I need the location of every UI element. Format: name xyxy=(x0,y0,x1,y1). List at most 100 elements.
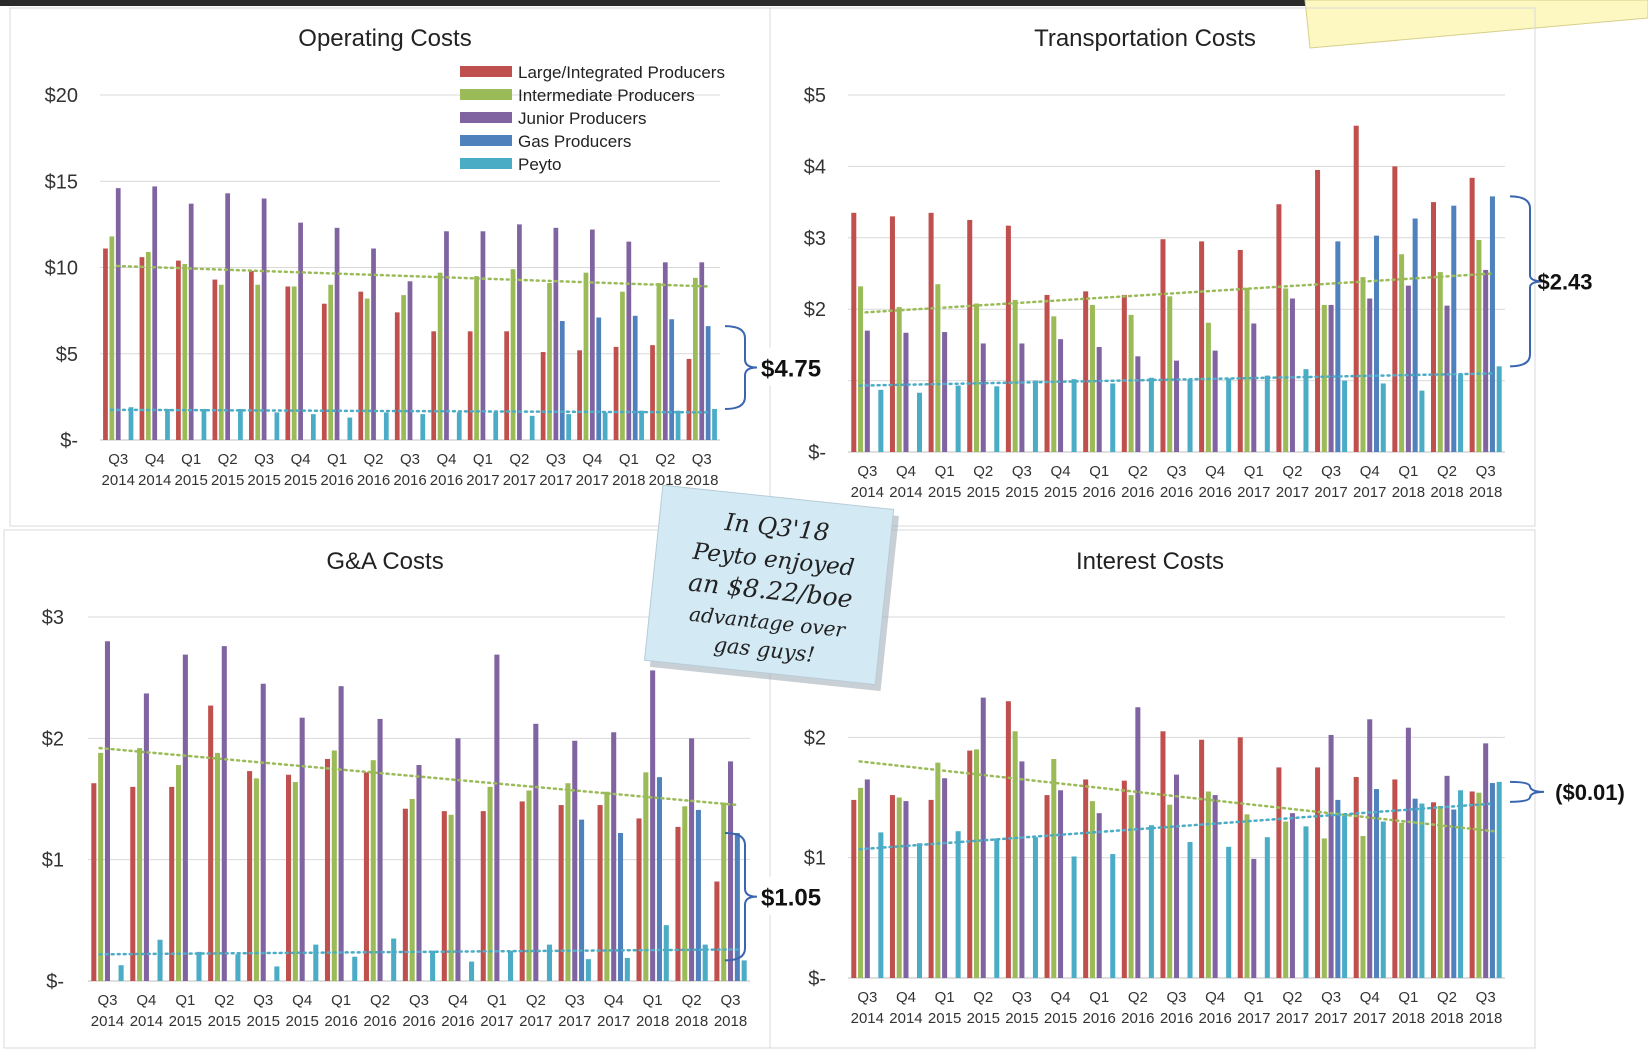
bar xyxy=(1051,758,1057,978)
x-tick-label-quarter: Q1 xyxy=(643,992,663,1009)
bar xyxy=(109,236,115,440)
bar xyxy=(1444,775,1450,978)
x-tick-label-year: 2016 xyxy=(1121,1010,1154,1027)
y-tick-label: $2 xyxy=(804,299,826,321)
bar xyxy=(274,412,280,440)
bar xyxy=(182,654,188,981)
bar xyxy=(1173,360,1180,452)
x-tick-label-year: 2016 xyxy=(363,1013,396,1030)
bar xyxy=(1110,383,1116,452)
x-tick-label-year: 2016 xyxy=(393,472,426,489)
bar xyxy=(1476,792,1482,978)
bar xyxy=(1199,739,1205,978)
x-tick-label-year: 2016 xyxy=(357,472,390,489)
x-tick-label-quarter: Q3 xyxy=(409,992,429,1009)
x-tick-label-quarter: Q4 xyxy=(1360,463,1380,480)
bar xyxy=(139,257,145,440)
y-tick-label: $- xyxy=(808,442,826,464)
y-tick-label: $- xyxy=(46,971,64,993)
x-tick-label-quarter: Q3 xyxy=(1476,989,1496,1006)
x-tick-label-year: 2015 xyxy=(1044,1010,1077,1027)
trendline xyxy=(109,408,711,414)
bar xyxy=(1044,795,1050,978)
x-tick-label-quarter: Q1 xyxy=(619,451,639,468)
chart-title: Operating Costs xyxy=(298,25,471,52)
x-tick-label-quarter: Q4 xyxy=(145,451,165,468)
y-tick-label: $10 xyxy=(45,258,78,280)
bar xyxy=(864,779,870,978)
bar xyxy=(741,960,747,981)
bar xyxy=(1419,803,1425,978)
x-tick-label-year: 2015 xyxy=(247,472,280,489)
bar xyxy=(589,229,595,440)
x-tick-label-quarter: Q3 xyxy=(1321,989,1341,1006)
x-tick-label-quarter: Q1 xyxy=(1398,463,1418,480)
x-tick-label-year: 2015 xyxy=(1005,484,1038,501)
bar xyxy=(441,811,447,981)
bar xyxy=(727,761,734,981)
bar xyxy=(553,227,559,440)
bar xyxy=(474,276,479,440)
x-tick-label-quarter: Q3 xyxy=(108,451,128,468)
x-tick-label-quarter: Q4 xyxy=(1205,463,1225,480)
x-tick-label-quarter: Q4 xyxy=(292,992,312,1009)
x-tick-label-quarter: Q4 xyxy=(1205,989,1225,1006)
bar xyxy=(663,925,669,981)
bar xyxy=(656,283,662,440)
bar xyxy=(928,212,934,452)
bar xyxy=(1032,380,1038,452)
bar xyxy=(1044,294,1050,452)
x-tick-label-quarter: Q3 xyxy=(857,989,877,1006)
x-tick-label-quarter: Q2 xyxy=(214,992,234,1009)
bar xyxy=(1167,804,1173,978)
x-tick-label-year: 2015 xyxy=(247,1013,280,1030)
bar xyxy=(1489,783,1495,978)
bar xyxy=(394,312,400,440)
y-tick-label: $1 xyxy=(804,848,826,870)
bar xyxy=(1212,795,1218,978)
x-tick-label-quarter: Q3 xyxy=(1012,463,1032,480)
bar xyxy=(169,786,175,981)
x-tick-label-quarter: Q4 xyxy=(582,451,602,468)
bar xyxy=(313,944,319,981)
bar xyxy=(182,264,188,440)
bar xyxy=(137,748,143,981)
bar xyxy=(364,298,370,440)
x-tick-label-quarter: Q1 xyxy=(1089,463,1109,480)
x-tick-label-quarter: Q4 xyxy=(1360,989,1380,1006)
bar xyxy=(1451,809,1457,978)
legend-swatch xyxy=(460,158,512,169)
bar xyxy=(714,881,720,981)
bar xyxy=(1264,837,1270,978)
y-tick-label: $1 xyxy=(42,850,64,872)
bar xyxy=(298,222,303,440)
bar xyxy=(358,291,364,440)
bar xyxy=(145,251,151,440)
x-tick-label-quarter: Q2 xyxy=(1128,463,1148,480)
bar xyxy=(504,331,510,440)
bar xyxy=(196,951,202,981)
bar xyxy=(980,343,986,452)
bar xyxy=(1276,204,1282,452)
x-tick-label-year: 2014 xyxy=(889,1010,922,1027)
legend-entry: Gas Producers xyxy=(518,132,631,151)
x-tick-label-year: 2016 xyxy=(402,1013,435,1030)
bar xyxy=(1005,225,1011,452)
bar xyxy=(407,281,413,440)
x-tick-label-year: 2018 xyxy=(1469,1010,1502,1027)
bar xyxy=(218,284,224,440)
annotation-brace xyxy=(724,325,758,410)
trendline xyxy=(858,802,1495,851)
bar xyxy=(1315,767,1321,978)
legend-entry: Large/Integrated Producers xyxy=(518,63,725,82)
y-tick-label: $4 xyxy=(804,156,826,178)
bar xyxy=(695,809,701,981)
bar xyxy=(328,284,334,440)
bar xyxy=(128,407,134,440)
bar xyxy=(286,774,292,981)
bar xyxy=(967,219,973,452)
bar xyxy=(1353,125,1359,453)
bar xyxy=(935,762,941,978)
legend-entry: Peyto xyxy=(518,155,561,174)
bar xyxy=(444,231,449,440)
